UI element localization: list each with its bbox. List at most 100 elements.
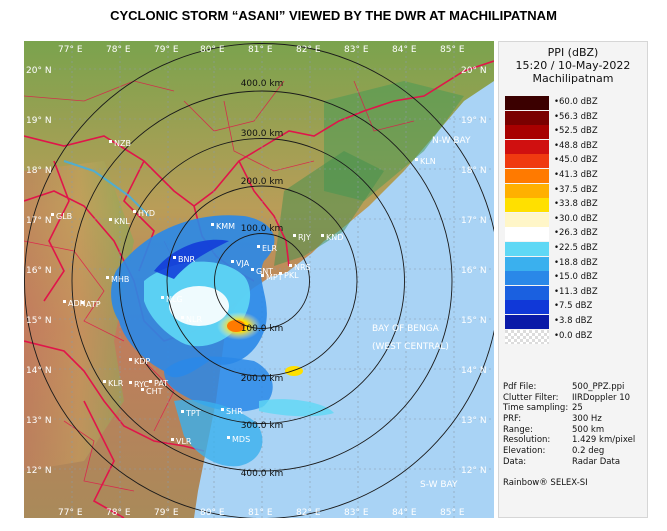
longitude-label-top: 82° E: [296, 45, 321, 55]
station-label: TPT: [185, 409, 201, 418]
info-value: 25: [572, 403, 583, 414]
station-marker: [279, 272, 282, 275]
legend-panel: PPI (dBZ) 15:20 / 10-May-2022 Machilipat…: [498, 41, 648, 518]
station-label: ATP: [86, 300, 101, 309]
legend-label: 45.0 dBZ: [554, 155, 598, 165]
info-value: Radar Data: [572, 456, 621, 467]
legend-label: 3.8 dBZ: [554, 316, 592, 326]
station-marker: [129, 358, 132, 361]
station-marker: [181, 316, 184, 319]
legend-label: 52.5 dBZ: [554, 126, 598, 136]
station-marker: [171, 438, 174, 441]
legend-swatch: [505, 169, 549, 183]
latitude-label-left: 17° N: [26, 216, 52, 226]
legend-row: 41.3 dBZ: [505, 169, 645, 183]
legend-swatch: [505, 271, 549, 286]
info-key: Data:: [503, 456, 527, 467]
longitude-label-bottom: 81° E: [248, 508, 273, 518]
station-marker: [211, 223, 214, 226]
info-key: Pdf File:: [503, 382, 537, 392]
station-label: NLG: [166, 295, 183, 304]
legend-swatch: [505, 212, 549, 227]
legend-label: 0.0 dBZ: [554, 331, 592, 341]
legend-swatch: [505, 125, 549, 140]
station-label: MHB: [111, 275, 129, 284]
legend-row: 7.5 dBZ: [505, 300, 645, 315]
station-marker: [129, 381, 132, 384]
station-marker: [103, 380, 106, 383]
latitude-label-right: 12° N: [461, 466, 487, 476]
range-ring-label: 400.0 km: [241, 469, 284, 479]
legend-label: 30.0 dBZ: [554, 214, 598, 224]
western-plateau: [24, 161, 134, 471]
station-marker: [293, 234, 296, 237]
station-label: CHT: [146, 387, 163, 396]
latitude-label-right: 19° N: [461, 116, 487, 126]
station-marker: [181, 410, 184, 413]
info-key: Range:: [503, 424, 533, 435]
legend-row: 56.3 dBZ: [505, 110, 645, 125]
longitude-label-top: 85° E: [440, 45, 465, 55]
longitude-label-top: 80° E: [200, 45, 225, 55]
legend-label: 41.3 dBZ: [554, 170, 598, 180]
latitude-label-left: 16° N: [26, 266, 52, 276]
latitude-label-right: 18° N: [461, 166, 487, 176]
info-key: Elevation:: [503, 446, 546, 457]
station-label: ADN: [68, 299, 86, 308]
legend-row: 15.0 dBZ: [505, 271, 645, 286]
station-label: KDP: [134, 357, 150, 366]
longitude-label-bottom: 80° E: [200, 508, 225, 518]
legend-swatch: [505, 242, 549, 256]
station-label: BNR: [178, 255, 195, 264]
latitude-label-left: 14° N: [26, 366, 52, 376]
station-marker: [106, 276, 109, 279]
range-ring-label: 400.0 km: [241, 79, 284, 89]
legend-swatch: [505, 139, 549, 154]
station-label: NZB: [114, 139, 131, 148]
legend-label: 7.5 dBZ: [554, 301, 592, 311]
range-rings: [24, 43, 494, 518]
legend-label: 26.3 dBZ: [554, 228, 598, 238]
station-marker: [227, 436, 230, 439]
info-row: PRF: 300 Hz: [503, 414, 647, 425]
legend-swatch: [505, 329, 549, 344]
station-marker: [231, 260, 234, 263]
longitude-label-bottom: 78° E: [106, 508, 131, 518]
station-marker: [109, 140, 112, 143]
legend-label: 15.0 dBZ: [554, 272, 598, 282]
info-row: Clutter Filter: IIRDoppler 10: [503, 393, 647, 404]
info-row: Range: 500 km: [503, 425, 647, 436]
legend-row: 52.5 dBZ: [505, 125, 645, 140]
echo-south-west: [174, 399, 263, 467]
panel-header: PPI (dBZ) 15:20 / 10-May-2022 Machilipat…: [499, 46, 647, 85]
info-value: 300 Hz: [572, 414, 602, 425]
legend-label: 22.5 dBZ: [554, 243, 598, 253]
legend-row: 48.8 dBZ: [505, 139, 645, 154]
latitude-label-right: 14° N: [461, 366, 487, 376]
info-key: Time sampling:: [503, 403, 569, 414]
latitude-label-right: 13° N: [461, 416, 487, 426]
legend-row: 22.5 dBZ: [505, 242, 645, 256]
info-value: 500_PPZ.ppi: [572, 382, 625, 392]
range-ring-label: 300.0 km: [241, 421, 284, 431]
longitude-label-top: 81° E: [248, 45, 273, 55]
station-label: VJA: [236, 259, 250, 268]
station-marker: [63, 300, 66, 303]
station-marker: [257, 245, 260, 248]
latitude-label-left: 15° N: [26, 316, 52, 326]
longitude-label-bottom: 84° E: [392, 508, 417, 518]
longitude-label-bottom: 77° E: [58, 508, 83, 518]
station-marker: [415, 158, 418, 161]
legend-row: 60.0 dBZ: [505, 96, 645, 110]
legend-row: 30.0 dBZ: [505, 212, 645, 227]
radar-map[interactable]: 77° E 77° E 78° E 78° E 79° E 79° E 80° E 80° E…: [24, 41, 494, 518]
station-marker: [51, 213, 54, 216]
station-label: KLR: [108, 379, 124, 388]
echo-max-cell: [227, 320, 245, 332]
longitude-label-top: 84° E: [392, 45, 417, 55]
page-title: CYCLONIC STORM “ASANI” VIEWED BY THE DWR…: [110, 8, 557, 23]
legend-swatch: [505, 110, 549, 125]
legend-row: 26.3 dBZ: [505, 227, 645, 242]
longitude-label-bottom: 83° E: [344, 508, 369, 518]
legend-label: 56.3 dBZ: [554, 112, 598, 122]
